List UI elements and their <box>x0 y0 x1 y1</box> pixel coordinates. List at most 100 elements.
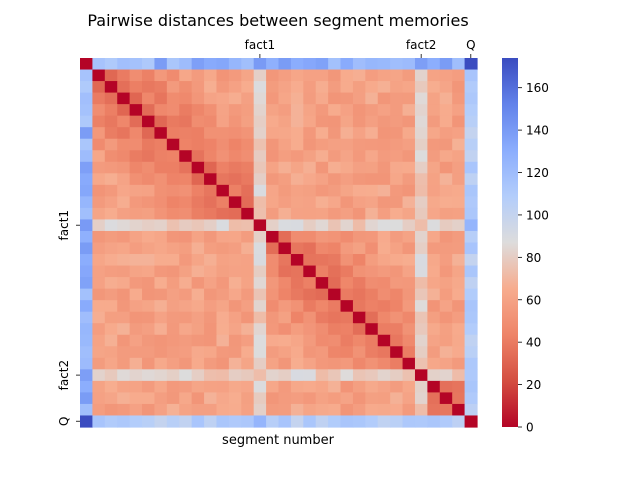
heatmap-cell <box>278 346 292 359</box>
heatmap-cell <box>266 242 280 255</box>
heatmap-cells <box>80 58 478 428</box>
heatmap-cell <box>228 81 242 94</box>
heatmap-cell <box>365 346 379 359</box>
heatmap-cell <box>80 81 94 94</box>
heatmap-cell <box>377 380 391 394</box>
heatmap-cell <box>216 115 230 128</box>
heatmap-cell <box>204 311 218 324</box>
heatmap-cell <box>266 150 280 163</box>
heatmap-cell <box>179 138 193 151</box>
heatmap-cell <box>80 138 94 151</box>
heatmap-cell <box>464 346 478 359</box>
heatmap-cell <box>340 369 354 382</box>
heatmap-cell <box>228 392 242 405</box>
heatmap-cell <box>253 104 267 117</box>
heatmap-cell <box>427 265 441 278</box>
heatmap-cell <box>228 415 242 428</box>
heatmap-cell <box>315 184 329 197</box>
heatmap-cell <box>228 369 242 382</box>
heatmap-cell <box>278 69 292 82</box>
heatmap-cell <box>228 311 242 324</box>
heatmap-cell <box>129 323 143 336</box>
heatmap-cell <box>452 104 466 117</box>
heatmap-cell <box>303 92 317 105</box>
heatmap-cell <box>179 265 193 278</box>
heatmap-cell <box>191 81 205 94</box>
heatmap-cell <box>80 415 94 428</box>
heatmap-cell <box>365 92 379 105</box>
heatmap-cell <box>253 300 267 313</box>
heatmap-cell <box>204 81 218 94</box>
heatmap-cell <box>104 415 118 428</box>
heatmap-cell <box>290 104 304 117</box>
heatmap-cell <box>402 150 416 163</box>
heatmap-cell <box>414 207 428 221</box>
heatmap-cell <box>303 196 317 209</box>
heatmap-cell <box>464 403 478 417</box>
heatmap-cell <box>290 207 304 221</box>
heatmap-cell <box>228 104 242 117</box>
heatmap-cell <box>80 58 94 71</box>
heatmap-cell <box>414 230 428 244</box>
heatmap-cell <box>303 403 317 417</box>
heatmap-cell <box>117 138 131 151</box>
heatmap-cell <box>278 369 292 382</box>
heatmap-cell <box>166 58 180 71</box>
heatmap-cell <box>340 161 354 174</box>
heatmap-cell <box>390 403 404 417</box>
heatmap-cell <box>241 230 255 244</box>
heatmap-cell <box>80 184 94 197</box>
heatmap-cell <box>104 254 118 267</box>
heatmap-cell <box>427 196 441 209</box>
heatmap-cell <box>104 369 118 382</box>
heatmap-cell <box>439 81 453 94</box>
heatmap-cell <box>402 81 416 94</box>
heatmap-cell <box>117 58 131 71</box>
heatmap-cell <box>166 311 180 324</box>
heatmap-cell <box>228 138 242 151</box>
heatmap-cell <box>228 403 242 417</box>
heatmap-cell <box>179 219 193 232</box>
heatmap-cell <box>278 138 292 151</box>
heatmap-cell <box>303 230 317 244</box>
heatmap-cell <box>427 161 441 174</box>
heatmap-cell <box>253 219 267 232</box>
heatmap-cell <box>266 58 280 71</box>
heatmap-cell <box>253 346 267 359</box>
heatmap-cell <box>266 277 280 290</box>
heatmap-cell <box>241 58 255 71</box>
heatmap-cell <box>278 127 292 140</box>
heatmap-cell <box>328 81 342 94</box>
heatmap-cell <box>328 127 342 140</box>
heatmap-cell <box>464 69 478 82</box>
heatmap-cell <box>340 184 354 197</box>
heatmap-cell <box>191 92 205 105</box>
heatmap-cell <box>179 173 193 186</box>
heatmap-cell <box>352 150 366 163</box>
heatmap-cell <box>204 357 218 370</box>
heatmap-cell <box>290 277 304 290</box>
heatmap-cell <box>216 173 230 186</box>
heatmap-cell <box>315 380 329 394</box>
heatmap-cell <box>191 184 205 197</box>
heatmap-cell <box>352 334 366 347</box>
heatmap-cell <box>142 254 156 267</box>
heatmap-cell <box>278 230 292 244</box>
x-axis-ticks: fact1 fact2 Q <box>245 38 476 58</box>
heatmap-cell <box>104 323 118 336</box>
heatmap-cell <box>204 242 218 255</box>
heatmap-cell <box>241 69 255 82</box>
heatmap-cell <box>352 346 366 359</box>
heatmap-cell <box>191 300 205 313</box>
heatmap-cell <box>241 196 255 209</box>
heatmap-cell <box>179 161 193 174</box>
heatmap-cell <box>352 403 366 417</box>
heatmap-cell <box>303 254 317 267</box>
heatmap-cell <box>340 219 354 232</box>
heatmap-cell <box>328 173 342 186</box>
heatmap-cell <box>278 184 292 197</box>
heatmap-cell <box>315 265 329 278</box>
heatmap-cell <box>228 323 242 336</box>
heatmap-cell <box>365 104 379 117</box>
heatmap-cell <box>315 115 329 128</box>
